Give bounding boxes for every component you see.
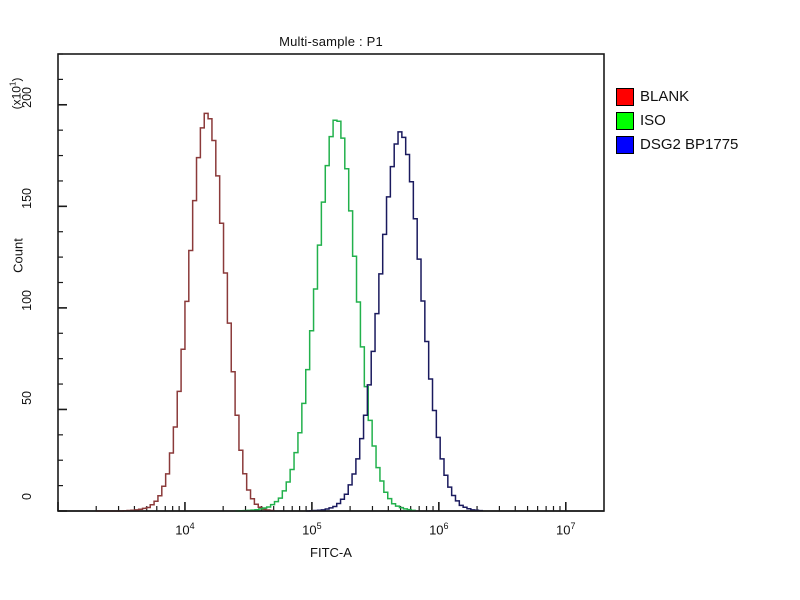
legend-item[interactable]: BLANK [616, 86, 738, 107]
legend-item[interactable]: DSG2 BP1775 [616, 134, 738, 155]
legend-swatch-icon [616, 111, 634, 130]
legend-item-label: ISO [640, 111, 666, 129]
legend-item[interactable]: ISO [616, 110, 738, 131]
x-axis-tick-label: 107 [542, 521, 590, 537]
plot-frame [57, 53, 605, 512]
histogram-curve-blank [96, 112, 275, 512]
y-axis-tick-label: 100 [20, 289, 34, 311]
x-axis-tick-base: 10 [429, 522, 444, 538]
histogram-curve-iso [235, 119, 416, 512]
curves-group [58, 112, 604, 512]
histogram-curve-dsg2-bp1775 [306, 131, 484, 512]
legend-swatch-icon [616, 87, 634, 106]
x-axis-tick-base: 10 [175, 522, 190, 538]
legend-item-label: BLANK [640, 87, 690, 105]
axes-group [57, 53, 605, 512]
y-axis-tick-label: 200 [20, 86, 34, 108]
x-axis-tick-exponent: 6 [443, 521, 449, 531]
y-axis-tick-label: 50 [20, 391, 34, 406]
legend-swatch-icon [616, 135, 634, 154]
legend-item-label: DSG2 BP1775 [640, 135, 739, 153]
x-axis-tick-exponent: 7 [570, 521, 576, 531]
x-axis-tick-exponent: 4 [189, 521, 195, 531]
x-axis-tick-base: 10 [556, 522, 571, 538]
x-axis-tick-label: 106 [415, 521, 463, 537]
y-axis-tick-label: 150 [20, 188, 34, 210]
x-axis-tick-base: 10 [302, 522, 317, 538]
x-axis-label: FITC-A [310, 545, 352, 560]
x-axis-tick-exponent: 5 [316, 521, 322, 531]
chart-title: Multi-sample : P1 [279, 34, 383, 49]
y-axis-tick-label: 0 [20, 493, 34, 500]
x-axis-tick-label: 104 [161, 521, 209, 537]
x-axis-tick-label: 105 [288, 521, 336, 537]
legend: BLANK ISO DSG2 BP1775 [616, 86, 738, 155]
